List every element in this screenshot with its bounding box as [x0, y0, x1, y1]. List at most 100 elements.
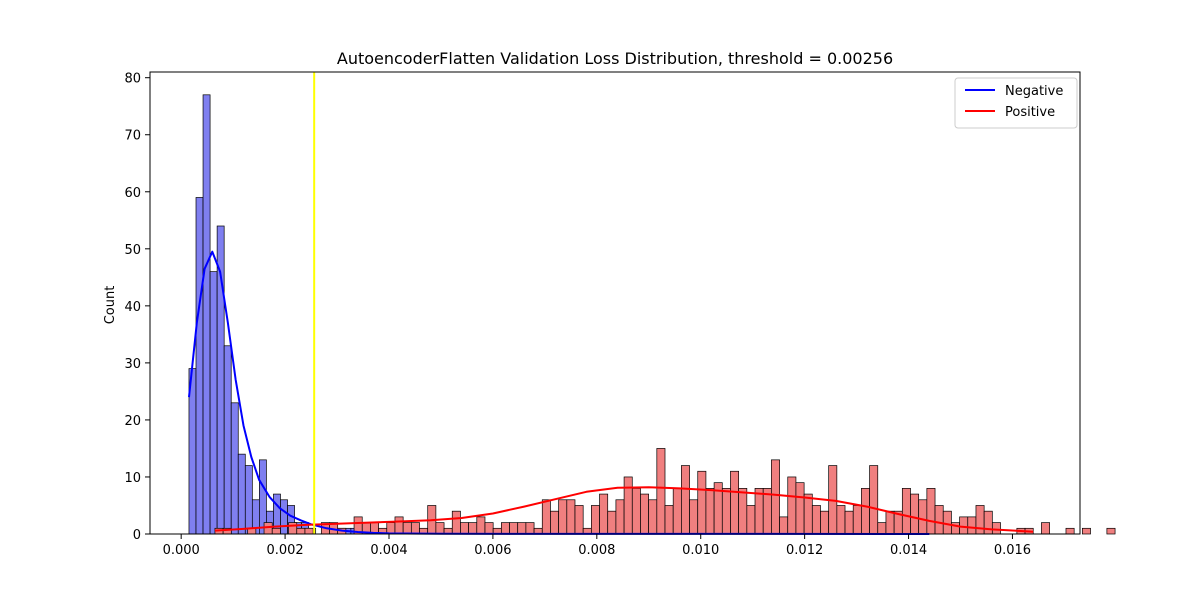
positive-bar [460, 522, 469, 535]
positive-bar [296, 527, 306, 535]
positive-bar [664, 505, 674, 535]
y-tick-label: 40 [124, 300, 141, 315]
x-tick-label: 0.014 [890, 543, 927, 558]
positive-bar [926, 488, 936, 535]
positive-bar [754, 488, 764, 535]
positive-bar [648, 499, 658, 535]
positive-bar [591, 505, 600, 535]
positive-bar [934, 505, 944, 535]
positive-bar [509, 522, 519, 535]
positive-bar [541, 499, 551, 535]
positive-bar [836, 505, 846, 535]
negative-bar [195, 197, 204, 535]
positive-bar [910, 493, 920, 535]
positive-bar [811, 505, 821, 535]
y-tick-label: 10 [124, 471, 141, 486]
y-tick-label: 30 [124, 357, 141, 372]
negative-kde-line [188, 250, 930, 535]
y-axis-label: Count [103, 286, 118, 325]
positive-bar [877, 522, 887, 535]
positive-bar [484, 522, 494, 535]
positive-bar [991, 522, 1001, 535]
positive-bar [631, 488, 641, 535]
positive-bar [599, 493, 609, 535]
negative-bar [209, 271, 218, 535]
positive-bar [500, 522, 510, 535]
positive-bar [1081, 527, 1091, 535]
positive-bar [525, 522, 535, 535]
y-tick-label: 60 [124, 186, 141, 201]
positive-bar [967, 516, 977, 535]
negative-bar [223, 345, 232, 535]
negative-bars [188, 94, 894, 535]
negative-bar [244, 465, 253, 535]
positive-bar [394, 516, 404, 535]
positive-bar [623, 476, 633, 535]
positive-bar [656, 448, 666, 535]
positive-bar [771, 459, 780, 535]
positive-bar [697, 470, 707, 535]
x-tick-label: 0.006 [474, 543, 511, 558]
positive-bar [476, 516, 486, 535]
legend-negative-label: Negative [1005, 84, 1063, 99]
positive-bar [410, 522, 420, 535]
positive-bar [983, 510, 993, 535]
x-tick-label: 0.004 [370, 543, 407, 558]
positive-bar [1041, 522, 1050, 535]
positive-bar [779, 516, 789, 535]
legend: Negative Positive [954, 77, 1078, 129]
y-tick-label: 80 [124, 72, 141, 87]
positive-bar [550, 510, 559, 535]
positive-bars [214, 448, 1116, 535]
positive-bar [918, 499, 928, 535]
positive-bar [517, 522, 527, 535]
x-tick-label: 0.002 [266, 543, 303, 558]
x-tick-label: 0.008 [578, 543, 615, 558]
positive-bar [787, 476, 797, 535]
positive-bar [304, 527, 314, 535]
x-tick-label: 0.010 [682, 543, 719, 558]
positive-bar [844, 510, 854, 535]
positive-bar [558, 499, 568, 535]
positive-bar [746, 505, 756, 535]
chart-title: AutoencoderFlatten Validation Loss Distr… [337, 49, 893, 68]
positive-bar [820, 510, 830, 535]
positive-bar [288, 522, 298, 535]
positive-bar [730, 470, 740, 535]
positive-bar [574, 505, 584, 535]
positive-bar [1106, 527, 1116, 535]
negative-bar [202, 94, 211, 535]
positive-bar [615, 499, 625, 535]
positive-bar [885, 510, 895, 535]
positive-bar [901, 488, 911, 535]
plot-frame [149, 71, 1081, 535]
y-tick-label: 0 [133, 528, 141, 543]
positive-bar [975, 505, 985, 535]
y-axis-ticks: 0 10 20 30 40 50 60 70 80 [124, 72, 150, 543]
positive-bar [607, 510, 617, 535]
positive-kde-line [214, 486, 1034, 533]
positive-bar [959, 516, 969, 535]
x-tick-label: 0.016 [994, 543, 1031, 558]
positive-bar [435, 522, 445, 535]
positive-bar [1065, 527, 1075, 535]
positive-bar [861, 488, 870, 535]
positive-bar [738, 488, 748, 535]
positive-bar [402, 522, 412, 535]
positive-bar [271, 527, 281, 535]
legend-positive-label: Positive [1005, 105, 1055, 120]
y-tick-label: 70 [124, 129, 141, 144]
positive-bar [869, 465, 879, 535]
positive-bar [689, 499, 699, 535]
positive-bar [942, 510, 952, 535]
negative-bar [237, 453, 246, 535]
positive-bar [451, 510, 461, 535]
positive-bar [705, 488, 715, 535]
positive-bar [721, 488, 731, 535]
positive-bar [672, 488, 682, 535]
kde-curves [188, 250, 1034, 535]
y-tick-label: 50 [124, 243, 141, 258]
positive-bar [566, 499, 576, 535]
